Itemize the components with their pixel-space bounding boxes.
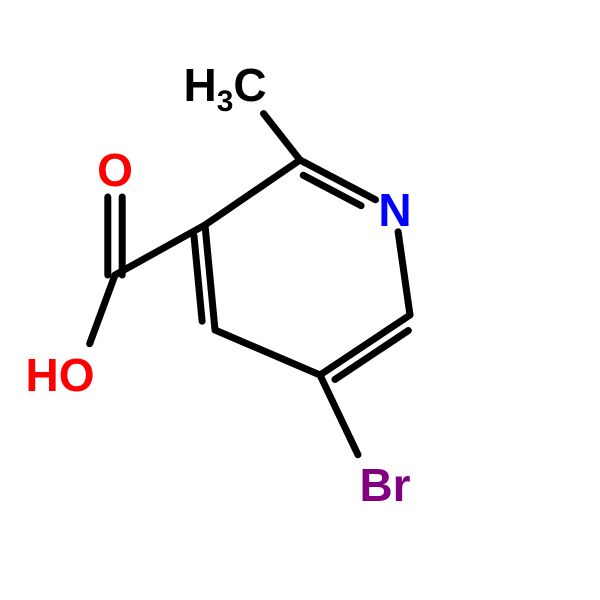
bond-layer [0,0,600,600]
molecule-diagram: N H3C O HO Br [0,0,600,600]
atom-CH3: H3C [183,62,266,108]
atom-OH: HO [26,352,95,398]
atom-Br: Br [359,462,410,508]
atom-N1: N [378,187,411,233]
atom-Odbl: O [97,147,133,193]
